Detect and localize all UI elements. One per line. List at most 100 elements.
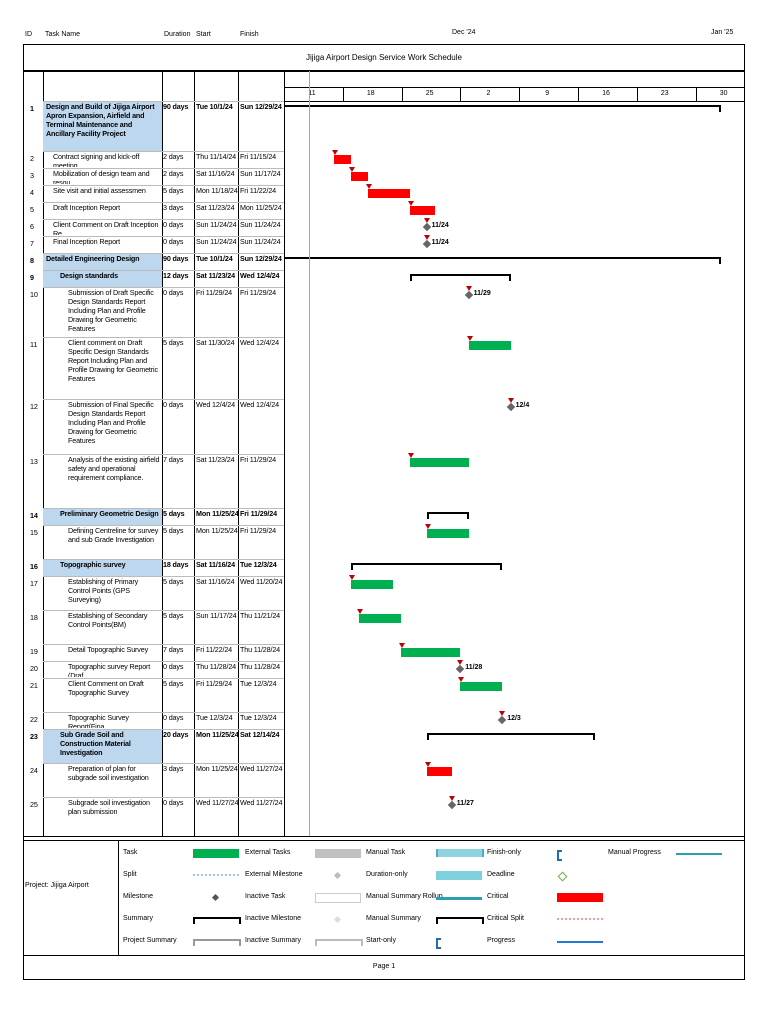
header-start: Start: [196, 31, 211, 38]
task-row-id: 2: [30, 154, 34, 163]
milestone-label: 12/4: [515, 402, 530, 409]
summary-bar: [426, 512, 469, 514]
column-divider: [238, 70, 239, 836]
task-start: Tue 10/1/24: [196, 254, 233, 263]
task-row-id: 4: [30, 188, 34, 197]
legend-label: Inactive Task: [245, 893, 286, 900]
task-row-id: 6: [30, 222, 34, 231]
column-divider: [194, 70, 195, 836]
task-duration: 3 days: [163, 203, 184, 212]
task-start: Mon 11/25/24: [196, 764, 238, 773]
task-start: Thu 11/28/24: [196, 662, 237, 671]
task-row-id: 18: [30, 613, 38, 622]
task-finish: Wed 11/27/24: [240, 764, 283, 773]
task-finish: Wed 11/20/24: [240, 577, 283, 586]
summary-bar-start: [426, 512, 429, 519]
scale-week-divider: [519, 87, 521, 101]
task-duration: 3 days: [163, 764, 184, 773]
legend-label: External Tasks: [245, 849, 291, 856]
task-row-id: 8: [30, 256, 34, 265]
task-row-id: 3: [30, 171, 34, 180]
dependency-arrow: [448, 796, 455, 801]
task-start: Sun 11/24/24: [196, 220, 237, 229]
legend-label: Project Summary: [123, 937, 177, 944]
dependency-arrow: [365, 184, 372, 189]
row-divider: [43, 168, 284, 169]
task-name: Preparation of plan for subgrade soil in…: [68, 764, 149, 782]
task-start: Sat 11/16/24: [196, 169, 235, 178]
task-duration: 2 days: [163, 169, 184, 178]
dependency-arrow: [423, 218, 430, 223]
legend-label: Finish-only: [487, 849, 521, 856]
task-row-id: 19: [30, 647, 38, 656]
dependency-arrow: [466, 336, 473, 341]
column-divider: [43, 70, 44, 836]
task-finish: Fri 11/29/24: [240, 288, 277, 297]
dependency-arrow: [507, 398, 514, 403]
task-finish: Fri 11/29/24: [240, 455, 277, 464]
task-finish: Wed 12/4/24: [240, 338, 279, 347]
legend-swatch: [193, 849, 239, 858]
dependency-arrow: [407, 453, 414, 458]
task-name: Design and Build of Jijiga Airport Apron…: [46, 102, 155, 138]
row-divider: [43, 729, 284, 730]
task-row-id: 25: [30, 800, 38, 809]
dependency-arrow: [499, 711, 506, 716]
gantt-sheet: Jijiga Airport Design Service Work Sched…: [23, 44, 745, 980]
task-row-id: 1: [30, 104, 34, 113]
task-name: Topographic survey: [60, 560, 126, 569]
task-duration: 5 days: [163, 509, 185, 518]
task-finish: Sun 11/17/24: [240, 169, 281, 178]
summary-bar: [409, 274, 511, 276]
task-start: Sat 11/30/24: [196, 338, 235, 347]
task-name: Preliminary Geometric Design: [60, 509, 159, 518]
task-duration: 0 days: [163, 798, 184, 807]
task-duration: 0 days: [163, 713, 184, 722]
task-bar: [351, 580, 393, 589]
milestone-label: 11/27: [456, 800, 474, 807]
row-divider: [43, 151, 284, 152]
task-row-id: 16: [30, 562, 38, 571]
task-start: Mon 11/25/24: [196, 509, 239, 518]
legend-project: Project: Jijiga Airport: [25, 882, 89, 889]
table-bottom-line: [23, 836, 745, 837]
legend-swatch: [557, 918, 603, 923]
milestone-label: 11/24: [431, 222, 449, 229]
row-divider: [43, 185, 284, 186]
legend-swatch: [315, 939, 363, 946]
header-task-name: Task Name: [45, 31, 81, 38]
summary-bar-start: [426, 733, 429, 740]
summary-row-bg: [43, 270, 162, 287]
scale-week-divider: [695, 87, 697, 101]
task-duration: 12 days: [163, 271, 189, 280]
legend-label: Summary: [123, 915, 153, 922]
row-divider: [43, 525, 284, 526]
task-finish: Thu 11/21/24: [240, 611, 281, 620]
task-row-id: 10: [30, 290, 38, 299]
task-row-id: 7: [30, 239, 34, 248]
task-finish: Wed 12/4/24: [240, 400, 279, 409]
summary-bar-end: [500, 563, 503, 570]
task-name: Final Inception Report: [53, 237, 121, 246]
legend-label: Manual Progress: [608, 849, 661, 856]
row-divider: [43, 399, 284, 400]
row-divider: [43, 236, 284, 237]
task-finish: Fri 11/22/24: [240, 186, 277, 195]
row-divider: [43, 576, 284, 577]
task-bar: [426, 529, 469, 538]
legend-divider: [118, 840, 119, 955]
legend-top-line: [23, 840, 745, 841]
legend-swatch: [436, 849, 484, 857]
dependency-arrow: [424, 524, 431, 529]
task-row-id: 5: [30, 205, 34, 214]
dependency-arrow: [423, 235, 430, 240]
task-start: Wed 12/4/24: [196, 400, 235, 409]
legend-label: Start-only: [366, 937, 396, 944]
task-row-id: 14: [30, 511, 38, 520]
task-duration: 0 days: [163, 662, 184, 671]
task-duration: 90 days: [163, 254, 189, 263]
task-row-id: 21: [30, 681, 38, 690]
row-divider: [43, 202, 284, 203]
dependency-arrow: [457, 660, 464, 665]
task-start: Mon 11/18/24: [196, 186, 238, 195]
